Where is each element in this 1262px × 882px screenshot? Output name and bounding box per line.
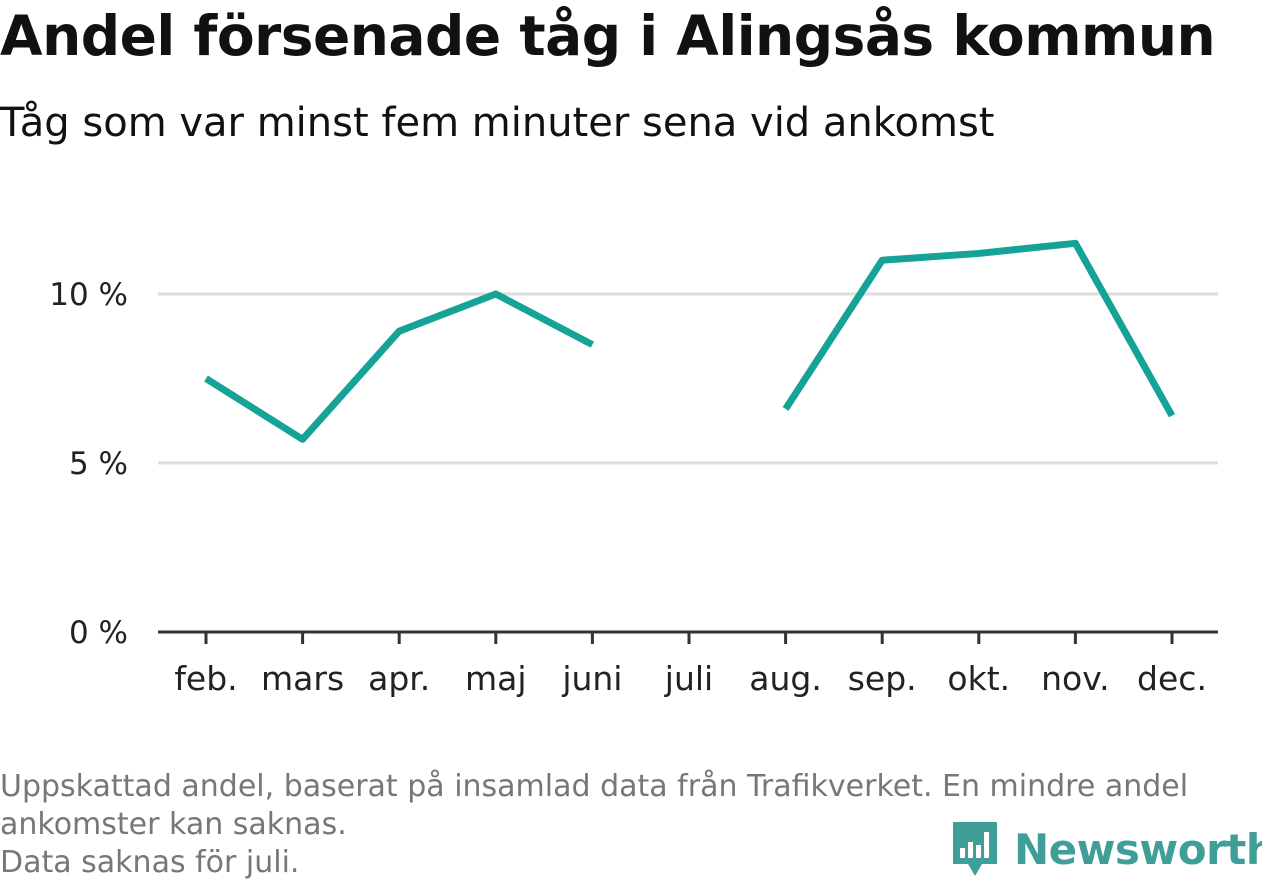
line-chart: 0 % 5 % 10 % feb. mars apr. maj juni juli aug. sep… (49, 239, 1218, 698)
x-tick-label: nov. (1041, 659, 1110, 698)
y-tick-label: 0 % (69, 615, 128, 651)
x-tick-label: maj (465, 659, 527, 698)
x-tick-label: mars (261, 659, 344, 698)
y-tick-label: 10 % (49, 277, 128, 313)
x-tick-label: apr. (368, 659, 430, 698)
x-tick-label: dec. (1137, 659, 1207, 698)
footnote: Uppskattad andel, baserat på insamlad da… (0, 768, 1250, 882)
footnote-line: Uppskattad andel, baserat på insamlad da… (0, 769, 1189, 804)
x-tick-label: juni (561, 659, 622, 698)
chart-subtitle: Tåg som var minst fem minuter sena vid a… (0, 100, 995, 146)
x-tick-label: feb. (174, 659, 237, 698)
newsworthy-logo: Newsworthy (950, 818, 1262, 880)
series-line (204, 290, 595, 443)
bar-chart-speech-bubble-icon (953, 822, 997, 876)
y-tick-label: 5 % (69, 446, 128, 482)
chart-title: Andel försenade tåg i Alingsås kommun (0, 4, 1216, 68)
footnote-line: ankomster kan saknas. (0, 807, 347, 842)
brand-name: Newsworthy (1014, 824, 1262, 874)
x-tick-label: sep. (848, 659, 917, 698)
series-line (782, 239, 1176, 418)
x-tick-label: juli (664, 659, 713, 698)
footnote-line: Data saknas för juli. (0, 845, 300, 880)
x-tick-label: okt. (947, 659, 1010, 698)
x-tick-label: aug. (749, 659, 822, 698)
